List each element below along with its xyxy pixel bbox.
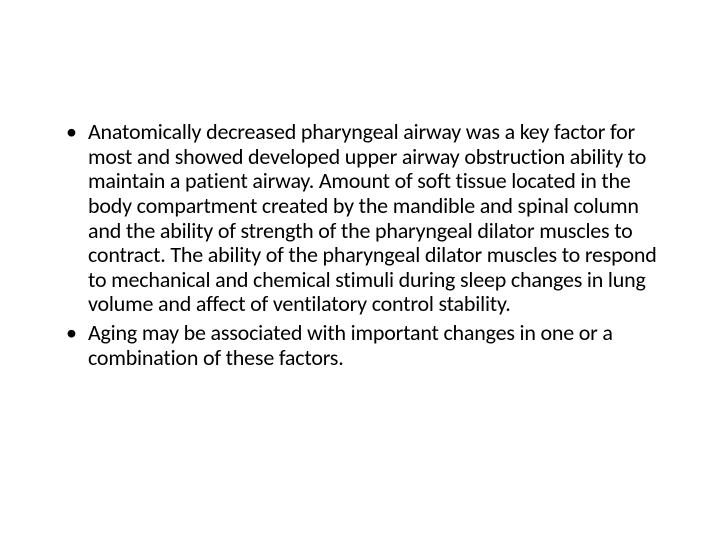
bullet-text: Anatomically decreased pharyngeal airway… xyxy=(88,118,657,317)
list-item: Aging may be associated with important c… xyxy=(60,321,660,370)
bullet-text: Aging may be associated with important c… xyxy=(88,319,613,371)
bullet-list: Anatomically decreased pharyngeal airway… xyxy=(60,120,660,370)
list-item: Anatomically decreased pharyngeal airway… xyxy=(60,120,660,317)
content-area: Anatomically decreased pharyngeal airway… xyxy=(60,120,660,374)
slide: Anatomically decreased pharyngeal airway… xyxy=(0,0,720,540)
